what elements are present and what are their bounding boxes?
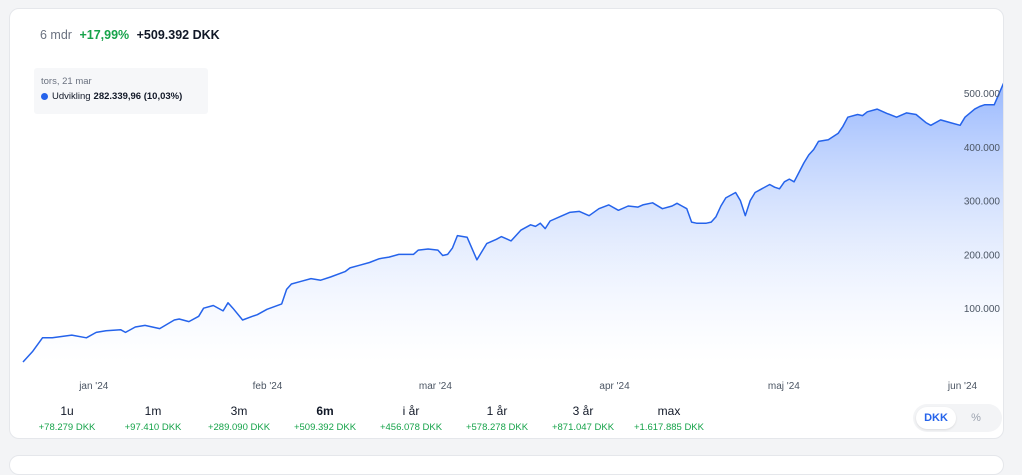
x-axis-tick-label: feb '24: [253, 381, 283, 392]
period-tab-1m[interactable]: 1m +97.410 DKK: [110, 403, 196, 438]
y-axis-tick-label: 400.000: [964, 143, 1001, 154]
y-axis-tick-label: 500.000: [964, 89, 1001, 100]
period-label: i år: [402, 404, 420, 418]
performance-summary: 6 mdr +17,99% +509.392 DKK: [40, 28, 220, 42]
period-label: 3 år: [572, 404, 594, 418]
period-tab-3y[interactable]: 3 år +871.047 DKK: [540, 403, 626, 438]
period-label: 3m: [230, 404, 248, 418]
period-change: +871.047 DKK: [551, 422, 615, 433]
performance-card: 6 mdr +17,99% +509.392 DKK 100.000 200.00…: [9, 8, 1004, 439]
toggle-percent-option[interactable]: %: [971, 412, 981, 424]
y-axis-tick-label: 100.000: [964, 304, 1001, 315]
period-label: 1m: [144, 404, 162, 418]
period-change: +1.617.885 DKK: [634, 422, 704, 433]
x-axis-tick-label: jun '24: [947, 381, 978, 392]
period-change: +578.278 DKK: [465, 422, 529, 433]
x-axis-tick-label: mar '24: [419, 381, 452, 392]
y-axis-tick-label: 200.000: [964, 250, 1001, 261]
period-tab-1y[interactable]: 1 år +578.278 DKK: [454, 403, 540, 438]
period-tab-max[interactable]: max +1.617.885 DKK: [626, 403, 712, 438]
tooltip-series-label: Udvikling: [52, 91, 91, 102]
x-axis-tick-label: jan '24: [78, 381, 109, 392]
summary-change-amount: +509.392 DKK: [136, 28, 220, 42]
summary-period: 6 mdr: [40, 28, 72, 42]
y-axis-tick-label: 300.000: [964, 197, 1001, 208]
summary-change-percent: +17,99%: [79, 28, 130, 42]
period-tab-3m[interactable]: 3m +289.090 DKK: [196, 403, 282, 438]
period-change: +509.392 DKK: [293, 422, 357, 433]
next-card: [9, 455, 1004, 475]
period-label: 6m: [316, 404, 334, 418]
period-change: +289.090 DKK: [207, 422, 271, 433]
period-label: max: [657, 404, 681, 418]
period-change: +456.078 DKK: [379, 422, 443, 433]
period-tab-ytd[interactable]: i år +456.078 DKK: [368, 403, 454, 438]
chart-tooltip: tors, 21 mar Udvikling 282.339,96 (10,03…: [34, 68, 208, 114]
performance-chart[interactable]: 100.000 200.000 300.000 400.000 500.000 jan …: [10, 9, 1004, 394]
period-label: 1u: [60, 404, 74, 418]
chart-series-line: [22, 82, 1003, 363]
period-tab-6m[interactable]: 6m +509.392 DKK: [282, 403, 368, 438]
period-change: +97.410 DKK: [124, 422, 182, 433]
period-change: +78.279 DKK: [38, 422, 96, 433]
tooltip-date: tors, 21 mar: [41, 76, 92, 87]
tooltip-value: 282.339,96 (10,03%): [93, 91, 183, 102]
period-selector: 1u +78.279 DKK 1m +97.410 DKK 3m +289.09…: [24, 403, 712, 438]
period-tab-1u[interactable]: 1u +78.279 DKK: [24, 403, 110, 438]
x-axis-tick-label: apr '24: [599, 381, 630, 392]
chart-area-fill: [23, 84, 1003, 362]
currency-toggle: DKK %: [913, 404, 1002, 432]
toggle-dkk-option[interactable]: DKK: [916, 407, 956, 429]
series-dot-icon: [41, 93, 48, 100]
x-axis-tick-label: maj '24: [768, 381, 800, 392]
period-label: 1 år: [486, 404, 508, 418]
